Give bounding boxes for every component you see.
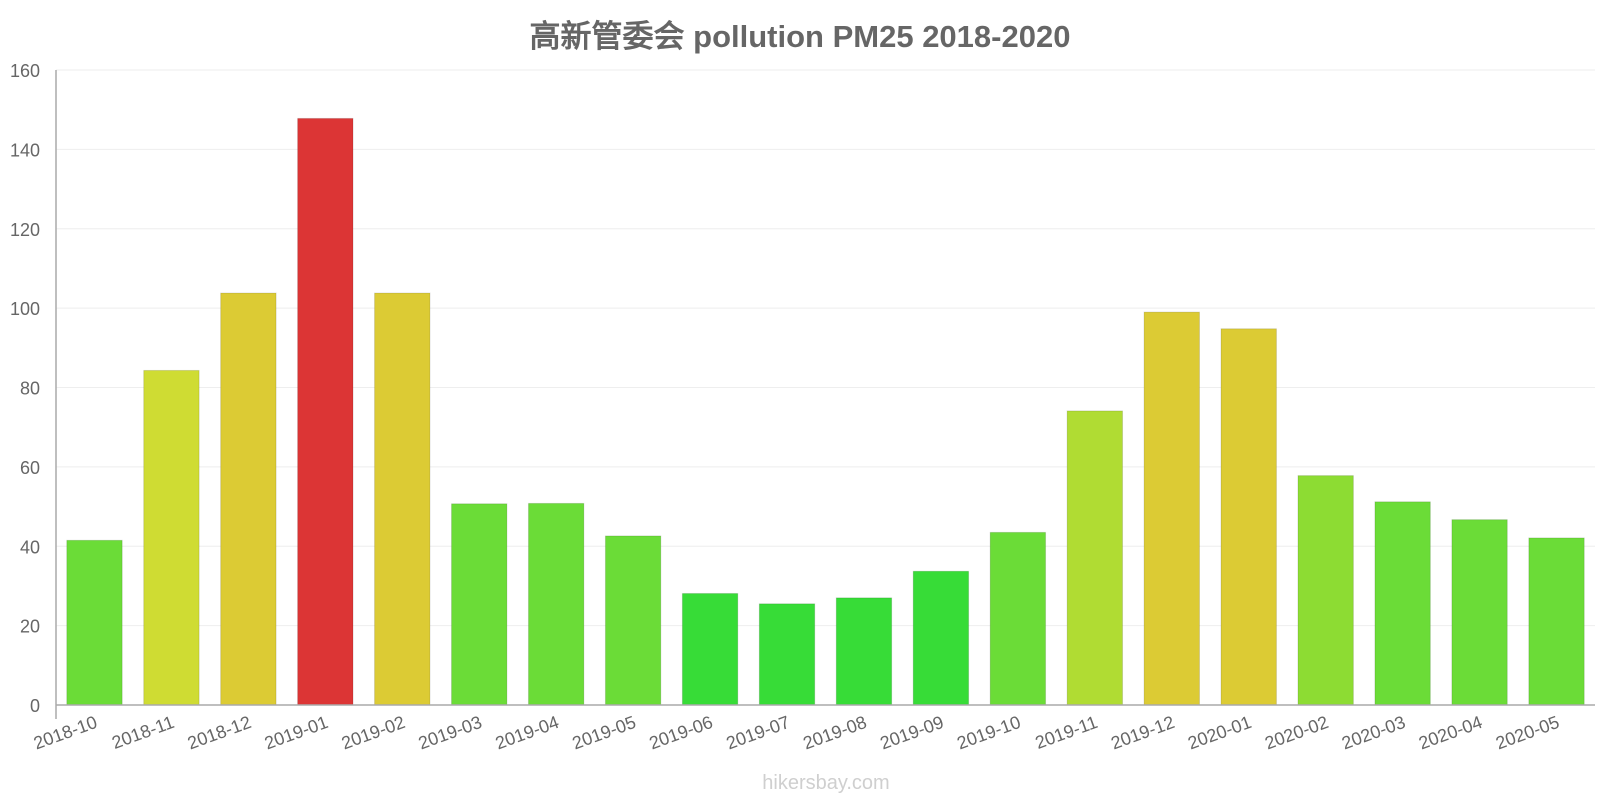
bar-2019-03[interactable] bbox=[451, 503, 508, 706]
x-tick-label: 2020-04 bbox=[1416, 712, 1485, 753]
bar-2019-04[interactable] bbox=[527, 502, 585, 706]
bar-2019-10[interactable] bbox=[989, 531, 1047, 706]
y-tick-label: 120 bbox=[10, 220, 40, 240]
x-tick-label: 2020-01 bbox=[1185, 712, 1254, 753]
y-axis-ticks: 0 20 40 60 80 100 120 140 160 bbox=[10, 61, 40, 716]
bar-2020-02[interactable] bbox=[1297, 475, 1354, 706]
bar-2019-08[interactable] bbox=[835, 597, 893, 706]
y-tick-label: 80 bbox=[20, 379, 40, 399]
bar-2019-02[interactable] bbox=[374, 292, 431, 706]
bar-2020-01[interactable] bbox=[1220, 328, 1277, 706]
bar-2019-05[interactable] bbox=[604, 535, 662, 706]
x-tick-label: 2019-08 bbox=[800, 712, 869, 753]
y-tick-label: 40 bbox=[20, 537, 40, 557]
bars bbox=[66, 117, 1585, 706]
x-tick-label: 2019-02 bbox=[339, 712, 408, 753]
x-tick-label: 2019-05 bbox=[570, 712, 639, 753]
x-tick-label: 2020-05 bbox=[1493, 712, 1562, 753]
x-tick-label: 2020-03 bbox=[1339, 712, 1408, 753]
x-tick-label: 2018-11 bbox=[109, 712, 177, 753]
bar-2019-06[interactable] bbox=[681, 592, 739, 706]
chart-title: 高新管委会 pollution PM25 2018-2020 bbox=[530, 19, 1071, 54]
x-tick-label: 2019-01 bbox=[262, 712, 331, 753]
bar-2019-12[interactable] bbox=[1143, 311, 1200, 706]
y-tick-label: 100 bbox=[10, 299, 40, 319]
x-tick-label: 2019-11 bbox=[1033, 712, 1101, 753]
bar-2018-12[interactable] bbox=[220, 292, 277, 706]
bar-2018-11[interactable] bbox=[143, 369, 200, 706]
y-tick-label: 140 bbox=[10, 140, 40, 160]
x-axis-ticks: 2018-10 2018-11 2018-12 2019-01 2019-02 2019-… bbox=[31, 712, 1562, 753]
y-tick-label: 0 bbox=[30, 696, 40, 716]
x-tick-label: 2019-03 bbox=[416, 712, 485, 753]
y-tick-label: 60 bbox=[20, 458, 40, 478]
x-tick-label: 2019-12 bbox=[1108, 712, 1177, 753]
x-tick-label: 2019-09 bbox=[877, 712, 946, 753]
watermark: hikersbay.com bbox=[762, 772, 889, 794]
x-tick-label: 2020-02 bbox=[1262, 712, 1331, 753]
bar-2020-04[interactable] bbox=[1451, 519, 1508, 706]
x-tick-label: 2019-06 bbox=[647, 712, 716, 753]
x-tick-label: 2019-07 bbox=[723, 712, 792, 753]
x-tick-label: 2018-10 bbox=[31, 712, 100, 753]
bar-2020-05[interactable] bbox=[1528, 537, 1585, 706]
x-tick-label: 2019-10 bbox=[954, 712, 1023, 753]
x-tick-label: 2018-12 bbox=[185, 712, 254, 753]
x-tick-label: 2019-04 bbox=[493, 712, 562, 753]
bar-2018-10[interactable] bbox=[66, 539, 123, 706]
y-tick-label: 160 bbox=[10, 61, 40, 81]
bar-2019-11[interactable] bbox=[1066, 410, 1124, 706]
bar-2020-03[interactable] bbox=[1374, 501, 1431, 706]
gridlines bbox=[56, 69, 1595, 627]
bar-2019-09[interactable] bbox=[912, 570, 970, 706]
bar-2019-07[interactable] bbox=[758, 603, 816, 706]
bar-2019-01[interactable] bbox=[297, 117, 354, 706]
y-tick-label: 20 bbox=[20, 617, 40, 637]
